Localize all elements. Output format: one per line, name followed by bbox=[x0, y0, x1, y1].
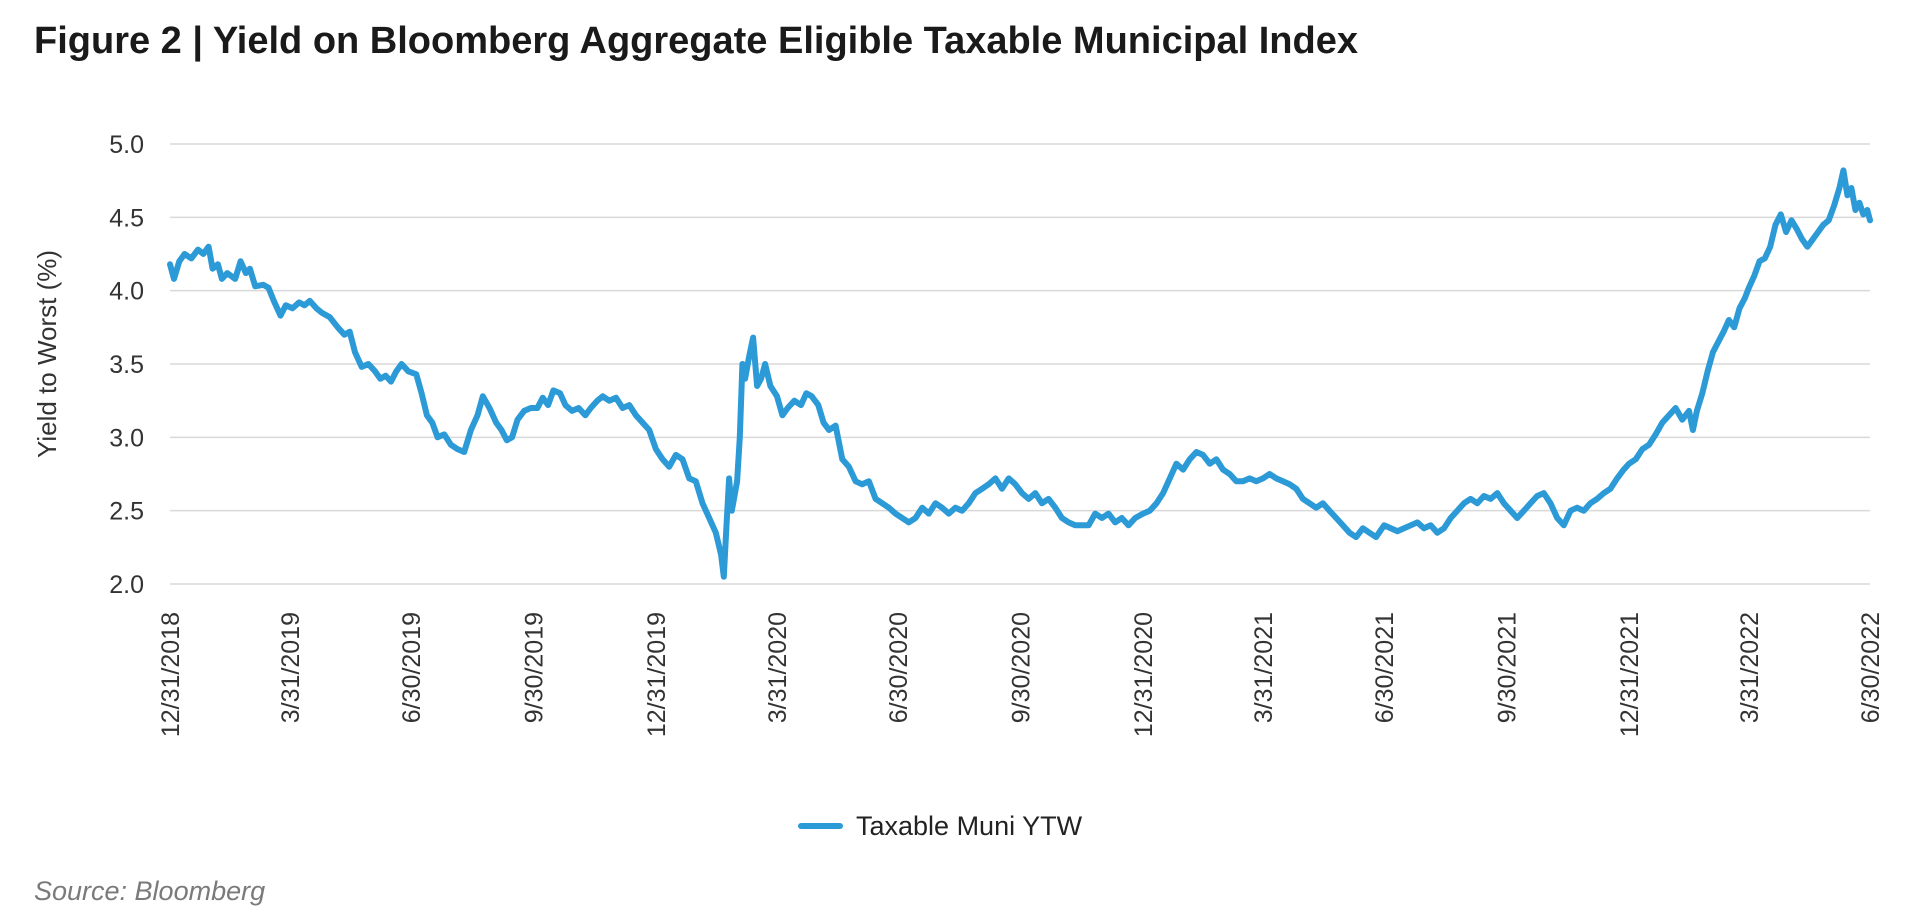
y-tick-label: 4.0 bbox=[109, 278, 144, 306]
x-tick-label: 12/31/2019 bbox=[643, 612, 671, 737]
x-tick-label: 3/31/2021 bbox=[1250, 612, 1278, 723]
figure-title: Figure 2 | Yield on Bloomberg Aggregate … bbox=[34, 20, 1358, 62]
x-tick-label: 6/30/2020 bbox=[885, 612, 913, 723]
x-tick-label: 9/30/2020 bbox=[1008, 612, 1036, 723]
y-tick-label: 3.0 bbox=[109, 424, 144, 452]
x-tick-label: 9/30/2021 bbox=[1494, 612, 1522, 723]
x-tick-label: 6/30/2019 bbox=[398, 612, 426, 723]
y-axis-tick-labels: 2.0 2.5 3.0 3.5 4.0 4.5 5.0 bbox=[109, 131, 144, 599]
y-tick-label: 3.5 bbox=[109, 351, 144, 379]
y-tick-label: 2.0 bbox=[109, 571, 144, 599]
x-tick-label: 9/30/2019 bbox=[520, 612, 548, 723]
series-line-taxable-muni-ytw bbox=[167, 167, 1873, 580]
legend: Taxable Muni YTW bbox=[798, 811, 1083, 841]
y-tick-label: 4.5 bbox=[109, 204, 144, 232]
x-tick-label: 12/31/2018 bbox=[157, 612, 185, 737]
legend-label: Taxable Muni YTW bbox=[856, 811, 1083, 841]
x-tick-label: 6/30/2022 bbox=[1857, 612, 1885, 723]
y-axis-title: Yield to Worst (%) bbox=[32, 250, 62, 458]
x-tick-label: 3/31/2019 bbox=[277, 612, 305, 723]
x-tick-label: 12/31/2020 bbox=[1130, 612, 1158, 737]
x-tick-label: 3/31/2022 bbox=[1736, 612, 1764, 723]
gridlines bbox=[170, 143, 1870, 585]
x-tick-label: 6/30/2021 bbox=[1371, 612, 1399, 723]
x-tick-label: 12/31/2021 bbox=[1616, 612, 1644, 737]
x-axis-tick-labels: 12/31/2018 3/31/2019 6/30/2019 9/30/2019 12/… bbox=[157, 612, 1885, 737]
y-tick-label: 2.5 bbox=[109, 498, 144, 526]
y-tick-label: 5.0 bbox=[109, 131, 144, 159]
x-tick-label: 3/31/2020 bbox=[764, 612, 792, 723]
source-note: Source: Bloomberg bbox=[34, 876, 266, 906]
